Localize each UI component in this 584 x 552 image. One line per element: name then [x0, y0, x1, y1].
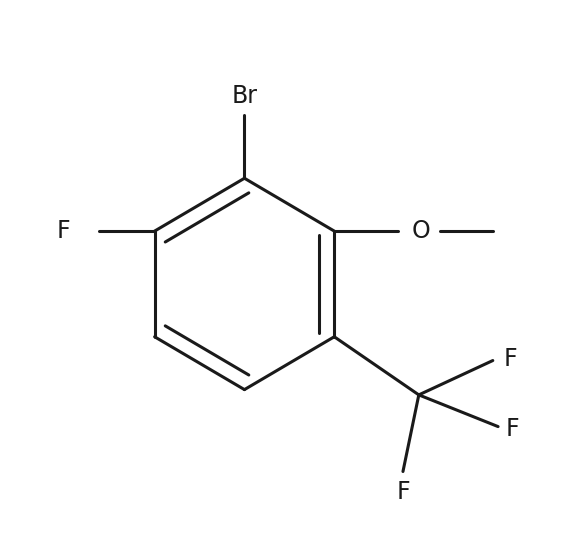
Text: F: F — [57, 219, 70, 243]
Text: O: O — [412, 219, 431, 243]
Text: F: F — [503, 347, 517, 371]
Text: F: F — [506, 417, 520, 441]
Text: F: F — [396, 480, 410, 505]
Text: Br: Br — [231, 84, 258, 108]
